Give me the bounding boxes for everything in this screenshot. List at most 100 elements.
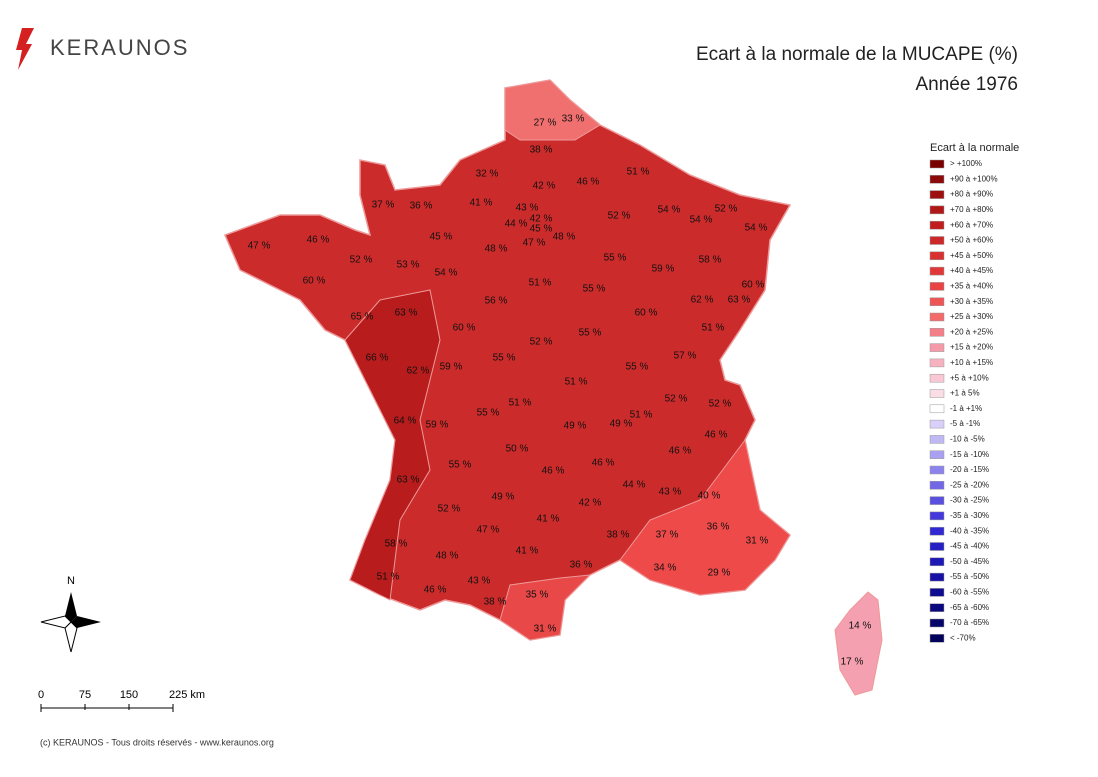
department-label: 52 % xyxy=(709,399,732,410)
department-label: 43 % xyxy=(516,203,539,214)
legend-swatch xyxy=(929,266,945,276)
logo-icon xyxy=(16,28,34,70)
legend-swatch xyxy=(929,588,945,597)
department-label: 38 % xyxy=(530,145,553,156)
department-label: 27 % xyxy=(534,118,557,129)
legend-swatch xyxy=(929,404,945,414)
department-label: 58 % xyxy=(385,539,408,550)
north-label: N xyxy=(67,575,75,587)
department-label: 46 % xyxy=(592,458,615,469)
department-label: 56 % xyxy=(485,296,508,307)
france-map: 27 % 33 % 38 % 32 % 42 % 46 % 51 % 37 % 36 % 41 %… xyxy=(223,79,883,696)
legend-swatch xyxy=(929,496,945,505)
legend-label: -55 à -50% xyxy=(950,572,989,581)
department-label: 65 % xyxy=(351,312,374,323)
department-label: 34 % xyxy=(654,563,677,574)
legend-label: +25 à +30% xyxy=(950,312,993,321)
department-label: 17 % xyxy=(841,657,864,668)
department-label: 46 % xyxy=(424,585,447,596)
department-label: 31 % xyxy=(746,536,769,547)
legend-swatch xyxy=(929,389,945,398)
legend-swatch xyxy=(929,419,945,429)
department-label: 49 % xyxy=(610,419,633,430)
department-label: 41 % xyxy=(470,198,493,209)
title: Ecart à la normale de la MUCAPE (%) xyxy=(696,44,1018,65)
legend-label: +40 à +45% xyxy=(950,266,993,275)
legend-label: -40 à -35% xyxy=(950,526,989,535)
department-label: 49 % xyxy=(492,492,515,503)
logo-text: KERAUNOS xyxy=(50,35,189,60)
legend-label: > +100% xyxy=(950,159,982,168)
legend-label: +35 à +40% xyxy=(950,282,993,291)
department-label: 51 % xyxy=(509,398,532,409)
north-region xyxy=(504,79,601,141)
legend-label: +10 à +15% xyxy=(950,358,993,367)
department-label: 53 % xyxy=(397,260,420,271)
department-label: 48 % xyxy=(553,232,576,243)
legend-swatch xyxy=(929,572,945,582)
legend-swatch xyxy=(929,251,945,261)
legend-label: -20 à -15% xyxy=(950,465,989,474)
department-label: 41 % xyxy=(537,514,560,525)
department-label: 31 % xyxy=(534,624,557,635)
department-label: 40 % xyxy=(698,491,721,502)
department-label: 43 % xyxy=(659,487,682,498)
department-label: 52 % xyxy=(350,255,373,266)
scale-label: 225 km xyxy=(169,689,205,701)
south-region xyxy=(499,574,592,641)
department-label: 44 % xyxy=(623,480,646,491)
scale-label: 150 xyxy=(120,689,138,701)
southeast-region xyxy=(619,438,791,596)
legend-swatch xyxy=(929,450,945,459)
department-label: 55 % xyxy=(449,460,472,471)
legend-swatch xyxy=(929,618,945,628)
legend-swatch xyxy=(929,205,945,215)
legend-label: +60 à +70% xyxy=(950,220,993,229)
department-label: 43 % xyxy=(468,576,491,587)
subtitle: Année 1976 xyxy=(916,74,1019,95)
department-label: 55 % xyxy=(583,284,606,295)
legend-label: -35 à -30% xyxy=(950,511,989,520)
west-coast xyxy=(344,289,441,601)
department-label: 60 % xyxy=(453,323,476,334)
department-label: 54 % xyxy=(435,268,458,279)
legend-swatch xyxy=(929,465,945,475)
department-label: 33 % xyxy=(562,114,585,125)
department-label: 46 % xyxy=(577,177,600,188)
legend-swatch xyxy=(929,526,945,536)
department-label: 66 % xyxy=(366,353,389,364)
legend-swatch xyxy=(929,159,945,169)
legend-swatch xyxy=(929,373,945,383)
department-label: 46 % xyxy=(542,466,565,477)
legend-label: -5 à -1% xyxy=(950,419,980,428)
legend-swatch xyxy=(929,511,945,521)
department-label: 29 % xyxy=(708,568,731,579)
scale-label: 75 xyxy=(79,689,91,701)
department-label: 55 % xyxy=(493,353,516,364)
legend-swatch xyxy=(929,358,945,368)
legend-swatch xyxy=(929,481,945,490)
department-label: 51 % xyxy=(630,410,653,421)
department-label: 47 % xyxy=(477,525,500,536)
department-label: 14 % xyxy=(849,621,872,632)
north-arrow: N xyxy=(40,575,101,653)
department-label: 46 % xyxy=(705,430,728,441)
department-label: 46 % xyxy=(669,446,692,457)
legend-label: -1 à +1% xyxy=(950,404,982,413)
department-label: 54 % xyxy=(690,215,713,226)
legend-label: -15 à -10% xyxy=(950,450,989,459)
legend-label: +45 à +50% xyxy=(950,251,993,260)
legend-label: +90 à +100% xyxy=(950,174,998,183)
logo: KERAUNOS xyxy=(16,28,189,70)
legend-label: +30 à +35% xyxy=(950,297,993,306)
legend-label: -50 à -45% xyxy=(950,557,989,566)
legend-label: +50 à +60% xyxy=(950,236,993,245)
department-label: 35 % xyxy=(526,590,549,601)
legend-label: -65 à -60% xyxy=(950,603,989,612)
legend-swatch xyxy=(929,175,945,184)
legend-label: -10 à -5% xyxy=(950,435,985,444)
legend-swatch xyxy=(929,328,945,337)
department-label: 42 % xyxy=(579,498,602,509)
footer: (c) KERAUNOS - Tous droits réservés - ww… xyxy=(40,737,274,747)
